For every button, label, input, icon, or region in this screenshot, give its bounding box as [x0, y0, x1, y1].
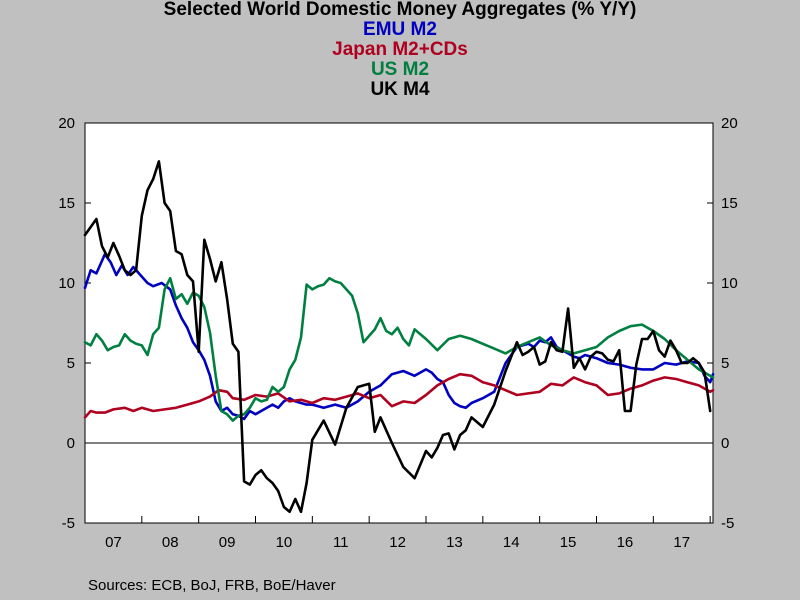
legend-entry-japan-m2-cds: Japan M2+CDs	[332, 39, 468, 60]
plot-area	[84, 122, 714, 524]
x-tick-label: 13	[446, 534, 463, 551]
series-line-uk-m4	[83, 160, 712, 514]
x-tick-label: 16	[617, 534, 634, 551]
x-tick-label: 15	[560, 534, 577, 551]
y-tick-label-left: 10	[58, 275, 75, 292]
y-tick-label-right: 5	[721, 355, 729, 372]
x-tick-label: 12	[389, 534, 406, 551]
x-tick-label: 07	[105, 534, 122, 551]
y-tick-label-right: 15	[721, 195, 738, 212]
chart-title-block: Selected World Domestic Money Aggregates…	[0, 0, 800, 100]
legend-entry-us-m2: US M2	[370, 59, 430, 80]
x-tick-label: 08	[162, 534, 179, 551]
x-tick-label: 10	[276, 534, 293, 551]
x-tick-label: 09	[219, 534, 236, 551]
series-line-japan-m2-cds	[83, 372, 715, 419]
series-line-us-m2	[83, 276, 715, 422]
y-tick-label-right: 20	[721, 115, 738, 132]
y-tick-label-left: 15	[58, 195, 75, 212]
legend-entry-uk-m4: UK M4	[370, 79, 430, 100]
y-tick-label-left: 20	[58, 115, 75, 132]
legend-entry-emu-m2: EMU M2	[363, 19, 437, 40]
y-tick-label-left: 0	[67, 435, 75, 452]
y-tick-label-right: 10	[721, 275, 738, 292]
x-tick-label: 14	[503, 534, 520, 551]
y-tick-label-right: 0	[721, 435, 729, 452]
y-tick-label-right: -5	[721, 515, 734, 532]
x-tick-label: 11	[333, 534, 349, 551]
y-tick-label-left: -5	[62, 515, 75, 532]
y-tick-label-left: 5	[67, 355, 75, 372]
chart-title: Selected World Domestic Money Aggregates…	[163, 0, 637, 20]
source-note: Sources: ECB, BoJ, FRB, BoE/Haver	[88, 577, 336, 594]
x-tick-label: 17	[673, 534, 690, 551]
